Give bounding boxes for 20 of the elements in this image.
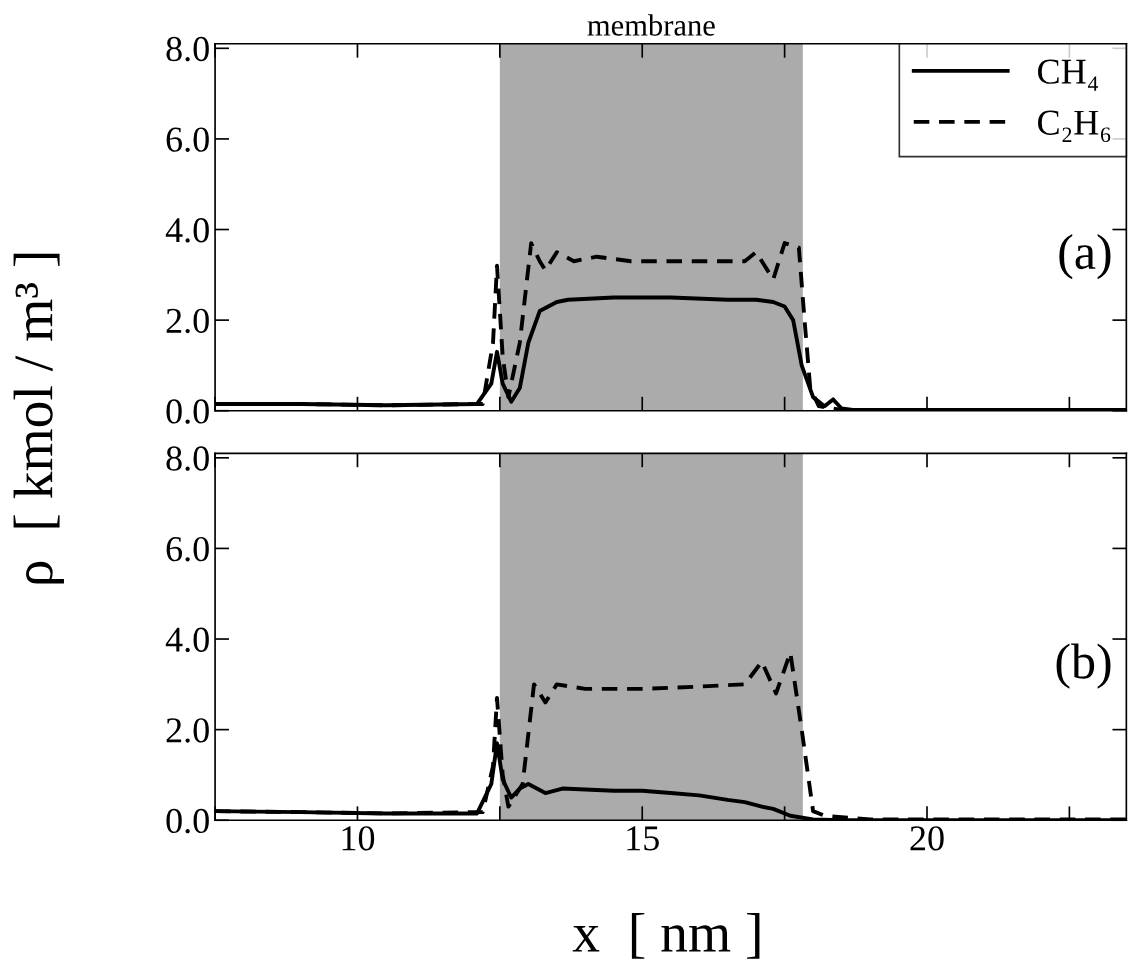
band-label: membrane: [587, 14, 715, 36]
y-tick-label: 6.0: [166, 127, 209, 152]
y-tick-label: 8.0: [166, 446, 209, 471]
y-axis-title: ρ [ kmol / m³ ]: [13, 253, 64, 584]
annotation: (b): [1056, 643, 1111, 689]
x-tick-label: 10: [342, 826, 375, 851]
y-tick-label: 2.0: [166, 718, 209, 743]
y-tick-label: 2.0: [166, 308, 209, 334]
x-tick-label: 20: [910, 826, 944, 851]
legend-label: CH₄: [1038, 59, 1099, 91]
y-tick-label: 8.0: [166, 36, 209, 62]
x-axis-title: x [ nm ]: [572, 912, 760, 959]
y-tick-label: 0.0: [166, 808, 209, 834]
x-tick-label: 15: [627, 826, 659, 851]
y-tick-label: 4.0: [165, 627, 209, 653]
annotation: (a): [1059, 233, 1111, 280]
y-tick-label: 4.0: [165, 218, 209, 243]
legend-label: C₂H₆: [1038, 110, 1111, 143]
y-tick-label: 0.0: [166, 399, 209, 424]
y-tick-label: 6.0: [166, 536, 209, 562]
